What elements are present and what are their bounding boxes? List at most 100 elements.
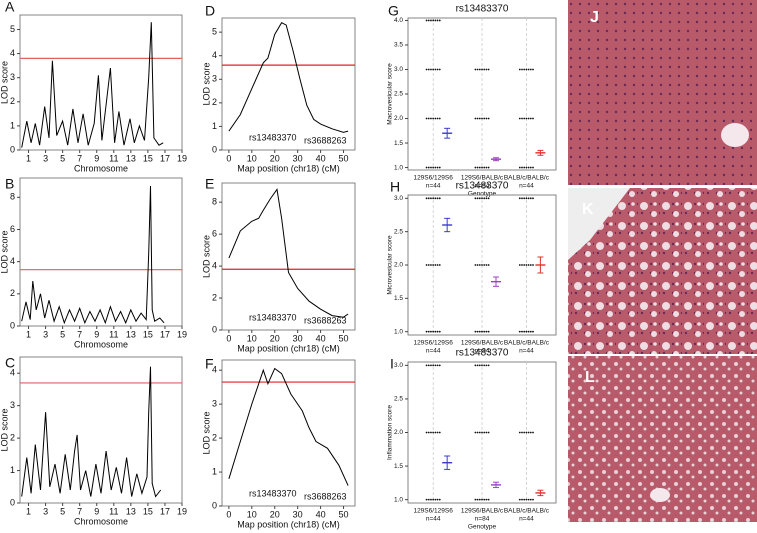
category-label: 129S6/129S6 <box>413 340 453 347</box>
data-dot <box>434 264 437 266</box>
x-tick-label: 0 <box>226 333 231 343</box>
data-dot <box>521 330 523 333</box>
data-dot <box>481 117 483 120</box>
y-tick-label: 1.0 <box>394 496 403 503</box>
data-dot <box>476 166 479 169</box>
data-dot <box>487 68 490 71</box>
data-dot <box>523 431 526 434</box>
panel-letter: E <box>205 176 214 192</box>
data-dot <box>481 264 483 266</box>
x-tick-label: 15 <box>143 153 153 163</box>
data-dot <box>436 264 439 266</box>
x-tick-label: 10 <box>247 333 257 343</box>
data-dot <box>427 264 430 266</box>
data-dot <box>521 117 523 120</box>
data-dot <box>436 197 439 200</box>
y-tick-label: 3 <box>212 399 217 409</box>
category-label: 129S6/BALB/c <box>461 508 504 515</box>
y-tick-label: 1 <box>212 121 217 131</box>
x-tick-label: 1 <box>26 153 31 163</box>
data-dot <box>474 498 477 501</box>
x-tick-label: 30 <box>293 333 303 343</box>
x-tick-label: 19 <box>177 329 187 339</box>
y-tick-label: 0 <box>10 497 15 507</box>
y-tick-label: 5 <box>212 27 217 37</box>
plot-frame <box>221 182 356 331</box>
data-dot <box>434 364 437 367</box>
panel-letter: G <box>388 3 399 19</box>
data-dot <box>481 364 483 367</box>
x-tick-label: 11 <box>109 329 118 339</box>
y-tick-label: 8 <box>212 197 217 207</box>
panel-letter: L <box>585 369 595 386</box>
data-dot <box>430 19 432 22</box>
x-tick-label: 13 <box>126 329 136 339</box>
y-tick-label: 2 <box>212 292 217 302</box>
data-dot <box>485 117 488 120</box>
y-tick-label: 1.5 <box>394 295 403 302</box>
data-dot <box>427 19 430 22</box>
x-axis-title: Chromosome <box>74 163 128 173</box>
y-axis-title: Microvesicular score <box>387 235 394 295</box>
y-tick-label: 1.0 <box>394 328 403 335</box>
data-dot <box>481 498 483 501</box>
x-tick-label: 10 <box>247 509 257 519</box>
y-tick-label: 4 <box>10 256 15 266</box>
y-tick-label: 8 <box>10 192 15 202</box>
data-dot <box>476 264 479 266</box>
data-dot <box>436 364 439 367</box>
data-dot <box>436 19 439 22</box>
category-label: BALB/c/BALB/c <box>504 175 550 182</box>
data-dot <box>432 264 435 266</box>
data-dot <box>518 330 521 333</box>
x-tick-label: 50 <box>339 153 349 163</box>
data-dot <box>527 68 530 71</box>
x-tick-label: 13 <box>126 153 136 163</box>
data-dot <box>425 498 428 501</box>
data-dot <box>481 197 483 200</box>
y-tick-label: 3.0 <box>394 66 403 73</box>
data-dot <box>438 117 441 120</box>
count-label: n=44 <box>426 183 441 190</box>
data-dot <box>434 197 437 200</box>
data-dot <box>529 68 532 71</box>
data-dot <box>485 166 488 169</box>
chart-title: rs13483370 <box>456 181 509 192</box>
data-dot <box>434 68 437 71</box>
data-dot <box>436 68 439 71</box>
y-tick-label: 4 <box>10 48 15 58</box>
category-label: 129S6/BALB/c <box>461 175 504 182</box>
data-dot <box>438 68 441 71</box>
x-axis-title: Chromosome <box>74 516 128 526</box>
y-tick-label: 6 <box>212 229 217 239</box>
data-dot <box>432 19 435 22</box>
category-label: 129S6/129S6 <box>413 175 453 182</box>
y-tick-label: 0 <box>10 144 15 154</box>
data-dot <box>425 330 428 333</box>
x-tick-label: 20 <box>270 153 280 163</box>
data-dot <box>481 431 483 434</box>
data-dot <box>438 364 441 367</box>
data-dot <box>518 166 521 169</box>
x-tick-label: 0 <box>226 153 231 163</box>
data-dot <box>438 197 441 200</box>
y-tick-label: 2 <box>10 288 15 298</box>
x-tick-label: 17 <box>160 506 170 516</box>
marker-annotation: rs13483370 <box>249 488 297 498</box>
data-dot <box>518 117 521 120</box>
data-dot <box>481 330 483 333</box>
x-tick-label: 7 <box>77 329 82 339</box>
y-tick-label: 3.0 <box>394 195 403 202</box>
count-label: n=84 <box>475 183 490 190</box>
y-tick-label: 6 <box>10 224 15 234</box>
data-dot <box>485 264 488 266</box>
x-tick-label: 9 <box>94 153 99 163</box>
data-dot <box>425 364 428 367</box>
data-dot <box>434 166 437 169</box>
data-dot <box>427 117 430 120</box>
y-tick-label: 2 <box>10 432 15 442</box>
data-dot <box>532 498 534 501</box>
category-label: BALB/c/BALB/c <box>504 340 550 347</box>
data-dot <box>521 264 523 266</box>
